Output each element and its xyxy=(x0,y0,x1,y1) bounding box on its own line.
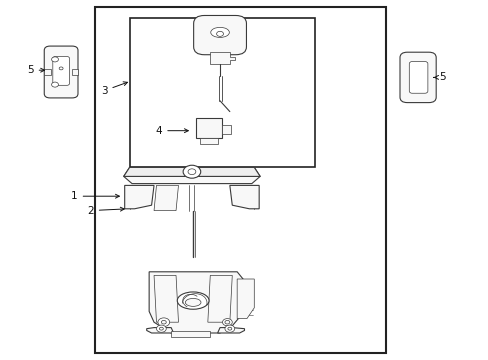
Text: 2: 2 xyxy=(87,206,124,216)
Circle shape xyxy=(59,67,63,70)
Text: 4: 4 xyxy=(155,126,188,136)
Polygon shape xyxy=(229,185,259,209)
Circle shape xyxy=(227,327,231,330)
Circle shape xyxy=(216,31,223,36)
Polygon shape xyxy=(207,275,232,322)
FancyBboxPatch shape xyxy=(193,15,246,55)
Bar xyxy=(195,118,222,138)
Circle shape xyxy=(161,320,166,324)
Ellipse shape xyxy=(185,298,201,306)
Polygon shape xyxy=(154,185,178,211)
Bar xyxy=(200,138,217,144)
Polygon shape xyxy=(237,279,254,319)
Polygon shape xyxy=(146,328,173,333)
Text: 3: 3 xyxy=(101,82,127,96)
Ellipse shape xyxy=(177,292,208,309)
Text: 5: 5 xyxy=(433,72,445,82)
Bar xyxy=(222,125,231,134)
Polygon shape xyxy=(149,272,244,333)
Bar xyxy=(129,18,315,167)
Polygon shape xyxy=(217,328,244,333)
Polygon shape xyxy=(124,185,154,209)
Polygon shape xyxy=(123,176,260,184)
FancyBboxPatch shape xyxy=(408,62,427,93)
Circle shape xyxy=(224,320,229,324)
Circle shape xyxy=(183,165,200,178)
FancyBboxPatch shape xyxy=(399,52,435,103)
Circle shape xyxy=(51,82,59,87)
Polygon shape xyxy=(210,52,234,64)
Polygon shape xyxy=(123,167,260,176)
Circle shape xyxy=(159,327,163,330)
Polygon shape xyxy=(154,275,178,322)
Bar xyxy=(171,331,210,337)
Circle shape xyxy=(51,57,59,62)
Bar xyxy=(95,7,386,353)
Circle shape xyxy=(156,325,166,332)
FancyBboxPatch shape xyxy=(53,57,69,85)
FancyBboxPatch shape xyxy=(44,46,78,98)
Circle shape xyxy=(158,318,169,327)
Circle shape xyxy=(222,319,232,326)
Bar xyxy=(44,69,51,75)
Bar xyxy=(71,69,78,75)
Ellipse shape xyxy=(210,27,229,37)
Circle shape xyxy=(187,169,195,175)
Text: 1: 1 xyxy=(71,191,119,201)
Circle shape xyxy=(224,325,234,332)
Text: 5: 5 xyxy=(27,65,44,75)
